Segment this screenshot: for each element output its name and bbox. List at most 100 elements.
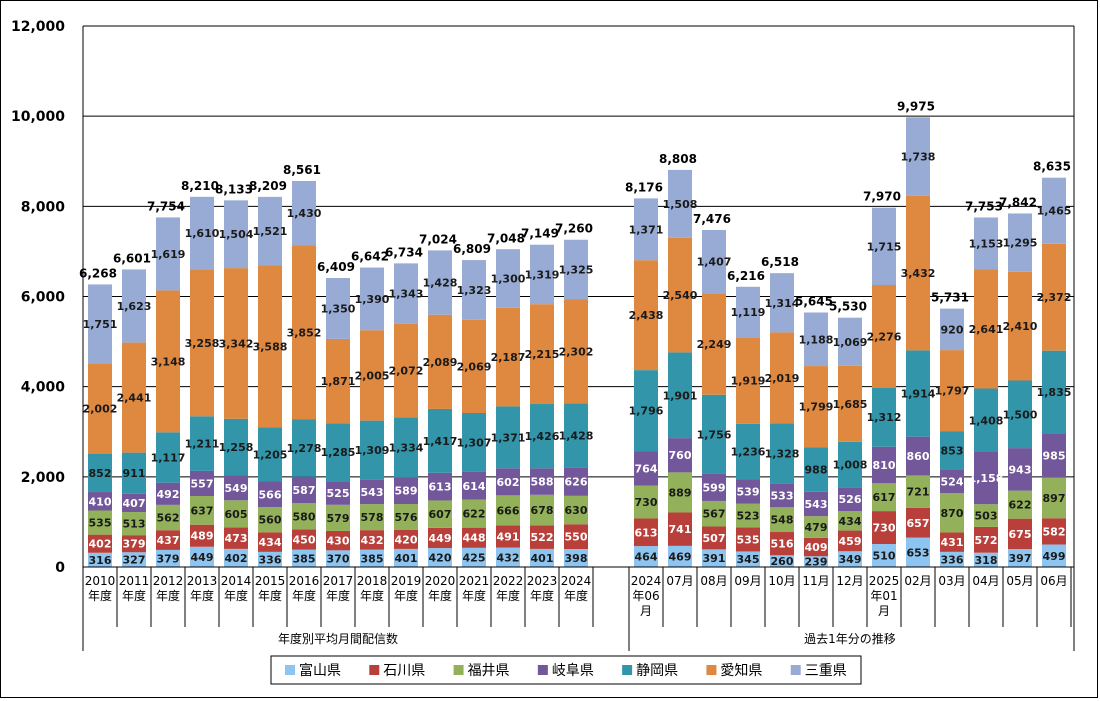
bar-segment xyxy=(122,342,146,453)
x-tick-label: 04月 xyxy=(972,574,999,588)
bar-segment xyxy=(702,549,726,567)
bar-segment xyxy=(564,549,588,567)
bar-segment xyxy=(634,451,658,486)
total-label: 5,530 xyxy=(829,300,867,314)
total-label: 8,561 xyxy=(283,163,321,177)
bar-segment xyxy=(736,286,760,338)
data-label: 503 xyxy=(975,510,998,523)
total-label: 9,975 xyxy=(897,99,935,113)
bar-segment xyxy=(190,546,214,567)
bar-segment xyxy=(804,491,828,517)
bar-segment xyxy=(838,487,862,512)
bar-segment xyxy=(122,493,146,513)
bar-segment xyxy=(872,483,896,512)
bar-segment xyxy=(668,169,692,238)
data-label: 1,008 xyxy=(833,459,868,472)
data-label: 3,588 xyxy=(253,340,288,353)
bar-segment xyxy=(530,525,554,549)
bar-segment xyxy=(360,267,384,331)
bar-segment xyxy=(462,412,486,472)
x-tick-label: 12月 xyxy=(836,574,863,588)
bar-segment xyxy=(88,552,112,567)
bar-segment xyxy=(872,544,896,567)
data-label: 578 xyxy=(361,511,384,524)
data-label: 1,119 xyxy=(731,306,766,319)
bar-segment xyxy=(156,530,180,550)
data-label: 580 xyxy=(293,510,316,523)
bar-segment xyxy=(702,394,726,474)
bar-segment xyxy=(940,350,964,432)
bar-segment xyxy=(940,551,964,567)
x-tick-label: 2019 年度 xyxy=(391,574,422,603)
bar-segment xyxy=(1008,518,1032,550)
total-label: 7,476 xyxy=(693,212,731,226)
data-label: 402 xyxy=(225,552,248,565)
data-label: 397 xyxy=(1009,552,1032,565)
data-label: 1,285 xyxy=(321,446,356,459)
bar-segment xyxy=(190,196,214,270)
bar-segment xyxy=(1042,518,1066,545)
data-label: 539 xyxy=(737,486,760,499)
bar-segment xyxy=(394,504,418,530)
bar-segment xyxy=(258,427,282,482)
bar-segment xyxy=(462,547,486,567)
data-label: 3,342 xyxy=(219,337,254,350)
bar-segment xyxy=(872,387,896,447)
bar-segment xyxy=(190,416,214,471)
data-label: 741 xyxy=(669,523,692,536)
data-label: 566 xyxy=(259,488,282,501)
data-label: 349 xyxy=(839,553,862,566)
data-label: 1,428 xyxy=(423,277,458,290)
bar-segment xyxy=(564,403,588,468)
bar-segment xyxy=(224,527,248,549)
bar-segment xyxy=(838,511,862,531)
data-label: 2,089 xyxy=(423,356,458,369)
x-tick-label: 2023 年度 xyxy=(527,574,558,603)
x-tick-label: 2015 年度 xyxy=(255,574,286,603)
bar-segment xyxy=(190,269,214,417)
data-label: 3,258 xyxy=(185,337,220,350)
data-label: 525 xyxy=(327,487,350,500)
bar-segment xyxy=(940,431,964,470)
data-label: 617 xyxy=(873,491,896,504)
bar-segment xyxy=(906,537,930,567)
data-label: 988 xyxy=(805,463,828,476)
bar-segment xyxy=(940,493,964,533)
data-label: 2,187 xyxy=(491,351,526,364)
bar-segment xyxy=(634,370,658,452)
bar-segment xyxy=(634,260,658,371)
data-label: 409 xyxy=(805,541,828,554)
bar-segment xyxy=(462,260,486,320)
data-label: 523 xyxy=(737,510,760,523)
bar-segment xyxy=(564,239,588,300)
data-label: 407 xyxy=(123,497,146,510)
data-label: 479 xyxy=(805,521,828,534)
bar-segment xyxy=(804,312,828,367)
bar-segment xyxy=(462,499,486,528)
bar-segment xyxy=(634,546,658,567)
bar-segment xyxy=(564,524,588,550)
total-label: 8,635 xyxy=(1033,160,1071,174)
bar-segment xyxy=(428,548,452,567)
bar-segment xyxy=(292,476,316,504)
data-label: 943 xyxy=(1009,463,1032,476)
data-label: 572 xyxy=(975,534,998,547)
bar-segment xyxy=(190,470,214,496)
data-label: 450 xyxy=(293,533,316,546)
data-label: 489 xyxy=(191,530,214,543)
bar-segment xyxy=(1008,490,1032,519)
total-label: 8,808 xyxy=(659,152,697,166)
bar-segment xyxy=(702,473,726,501)
bar-segment xyxy=(428,250,452,315)
data-label: 448 xyxy=(463,532,486,545)
data-label: 385 xyxy=(293,552,316,565)
data-label: 522 xyxy=(531,531,554,544)
total-label: 5,731 xyxy=(931,291,969,305)
bar-segment xyxy=(88,534,112,553)
data-label: 730 xyxy=(873,522,896,535)
data-label: 1,797 xyxy=(935,385,970,398)
data-label: 1,371 xyxy=(491,431,526,444)
data-label: 1,295 xyxy=(1003,237,1038,250)
x-tick-label: 2021 年度 xyxy=(459,574,490,603)
